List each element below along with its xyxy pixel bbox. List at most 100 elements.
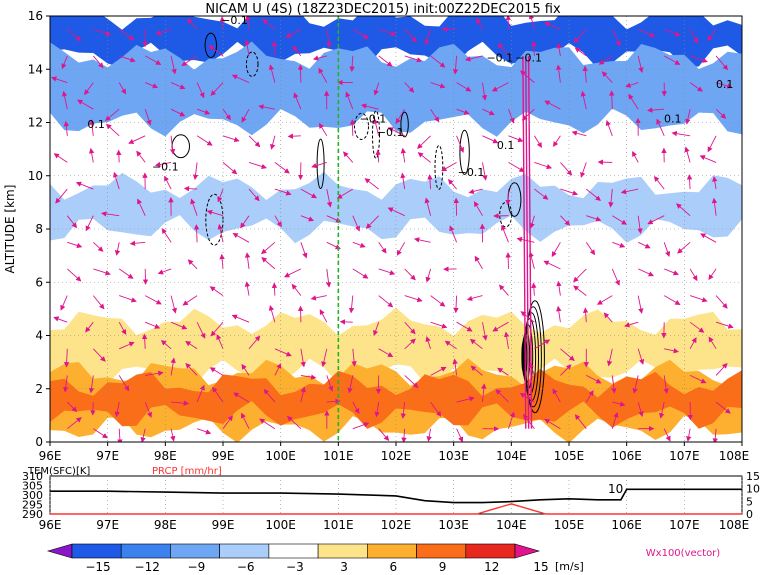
colorbar-swatch <box>366 543 417 559</box>
wind-vector <box>216 334 224 349</box>
wind-vector <box>404 321 416 335</box>
wind-vector <box>170 55 177 75</box>
contour-line <box>354 112 369 141</box>
wind-vector <box>67 241 83 249</box>
wind-vector <box>456 82 472 92</box>
wind-vector <box>349 119 356 136</box>
wind-vector <box>637 401 644 417</box>
y-tick-label: 8 <box>35 222 43 236</box>
wind-vector <box>632 151 639 163</box>
colorbar-label: −3 <box>286 560 304 574</box>
lower-plot-frame <box>49 475 743 515</box>
colorbar-swatch <box>71 543 122 559</box>
wind-vector <box>430 108 440 123</box>
wind-vector <box>85 321 94 333</box>
temperature-series-label: TEM(SFC)[K] <box>27 466 90 477</box>
wind-vector <box>144 401 152 418</box>
y-tick-label: 2 <box>35 382 43 396</box>
wind-vector <box>66 401 78 413</box>
wind-vector <box>453 197 459 216</box>
wind-vector <box>637 348 645 365</box>
wind-vector <box>430 82 446 89</box>
lower-left-tick-label: 300 <box>22 489 43 502</box>
y-axis-label: ALTITUDE [km] <box>3 185 17 274</box>
wind-vector <box>534 161 553 170</box>
wind-vector <box>544 21 561 30</box>
wind-vector <box>624 321 639 328</box>
wind-vector <box>400 402 407 419</box>
lower-left-tick-label: 305 <box>22 480 43 493</box>
contour-label: −0.1 <box>221 14 248 27</box>
wind-vector <box>505 252 511 269</box>
wind-vector <box>245 16 251 30</box>
wind-vector <box>241 108 250 123</box>
wind-vector <box>193 224 200 243</box>
wind-vector <box>456 135 465 153</box>
wind-vector <box>181 55 198 66</box>
x-tick-label: 106E <box>611 449 642 463</box>
colorbar-swatch <box>416 543 467 559</box>
wind-vector <box>700 233 717 243</box>
wind-vectors <box>51 16 734 442</box>
lower-x-tick-label: 105E <box>554 518 585 532</box>
wind-vector <box>417 135 431 149</box>
wind-vector <box>481 82 488 101</box>
wind-vector <box>89 119 95 136</box>
wind-vector <box>664 28 681 37</box>
wind-vector <box>185 341 198 350</box>
wind-vector <box>534 339 551 350</box>
wind-vector <box>373 118 380 136</box>
wind-vector <box>170 321 188 330</box>
wind-vector <box>145 370 164 376</box>
wind-vector <box>364 178 379 190</box>
wind-vector <box>117 428 123 442</box>
wind-vector <box>560 215 571 226</box>
wind-vector <box>196 135 213 146</box>
wind-vector <box>67 28 82 42</box>
wind-vector <box>637 295 644 314</box>
wind-vector <box>261 257 276 270</box>
wind-vector <box>206 209 224 217</box>
colorbar-label: 12 <box>484 560 499 574</box>
wind-vector <box>259 418 276 430</box>
wind-vector <box>677 241 691 254</box>
wind-vector <box>474 255 483 270</box>
lower-x-tick-label: 104E <box>496 518 527 532</box>
wind-vector <box>689 29 699 44</box>
wind-vector <box>182 295 198 306</box>
wind-vector <box>119 341 135 350</box>
wind-vector <box>586 215 602 222</box>
wind-vector <box>378 428 390 441</box>
lower-x-tick-label: 101E <box>323 518 354 532</box>
lower-x-tick-label: 97E <box>96 518 119 532</box>
wind-vector <box>544 418 561 430</box>
wind-vector <box>170 428 176 442</box>
contour-lines <box>171 32 545 414</box>
wind-vector <box>444 340 457 350</box>
wind-vector <box>222 415 233 429</box>
wind-vector <box>708 268 717 281</box>
contour-label: −0.1 <box>377 126 404 139</box>
wind-vector <box>685 109 691 125</box>
wind-vector <box>164 175 172 190</box>
wind-vector <box>351 348 357 367</box>
wind-vector <box>573 285 587 296</box>
wind-vector <box>586 188 602 201</box>
wind-vector <box>560 162 573 176</box>
wind-vector <box>291 283 302 296</box>
wind-vector <box>66 268 82 282</box>
wind-vector <box>638 241 651 249</box>
colorbar-label: −12 <box>135 560 160 574</box>
contour-label: −0.1 <box>458 166 485 179</box>
wind-vector <box>209 286 224 296</box>
colorbar-label: 15 <box>533 560 548 574</box>
wind-vector <box>404 28 417 43</box>
wind-vector <box>552 388 561 403</box>
wind-vector <box>360 103 379 110</box>
wind-vector <box>170 82 186 90</box>
grid-lines <box>50 16 742 442</box>
wind-vector <box>222 162 238 175</box>
wind-vector <box>606 348 613 367</box>
wind-vector <box>101 211 120 217</box>
wind-vector <box>585 390 594 403</box>
